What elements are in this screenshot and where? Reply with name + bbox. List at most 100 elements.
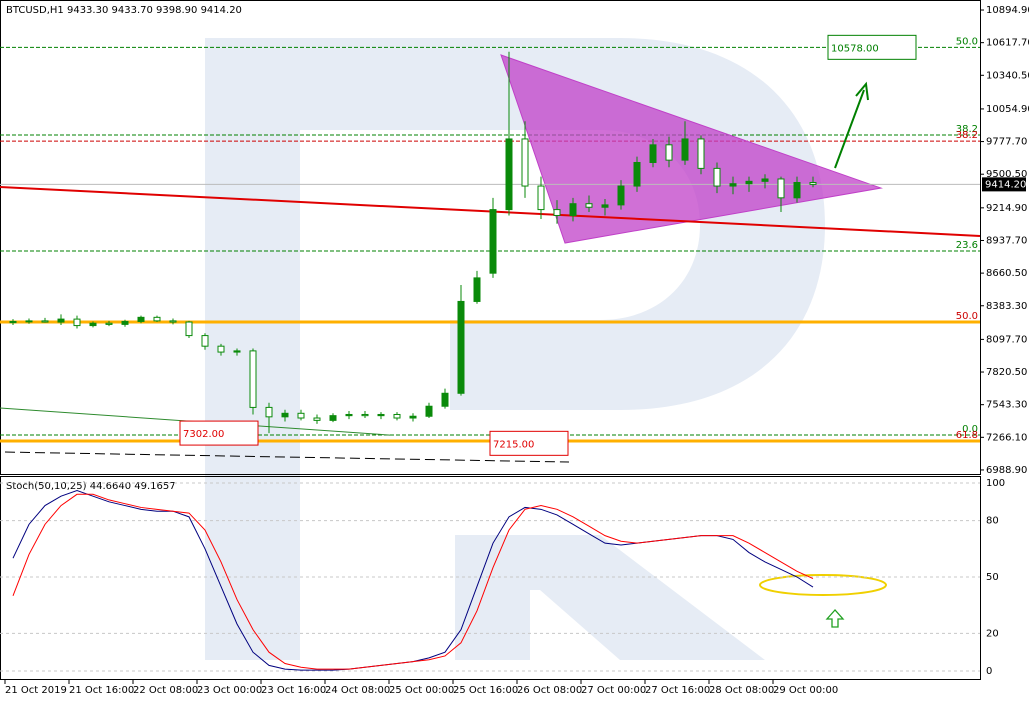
x-tick-label: 24 Oct 08:00 [325,685,390,696]
candle-body [505,138,513,211]
x-tick-label: 23 Oct 00:00 [197,685,262,696]
trendline [4,451,570,463]
annotation-label: 10578.00 [831,43,879,54]
candle-body [553,209,561,216]
level-label: 0.0 [962,424,978,435]
stoch-tick-label: 20 [986,628,999,639]
level-label: 50.0 [956,36,978,47]
watermark-leg [455,535,765,660]
candle-body [793,182,801,199]
candle-body [409,415,417,419]
level-label: 38.2 [956,124,978,135]
candle-body [697,138,705,169]
candle-body [473,277,481,302]
stoch-ellipse [759,574,887,596]
price-label-box [982,177,1026,192]
candle-body [745,180,753,185]
y-tick-label: 8097.70 [986,334,1027,345]
candle-body [761,178,769,182]
y-tick-label: 10340.50 [986,70,1029,81]
candle-body [665,144,673,161]
annotation: 10578.00 [827,34,917,60]
candle-body [617,185,625,206]
candle-body [425,405,433,417]
candle-body [809,182,817,185]
candle-body [585,203,593,208]
x-tick-label: 22 Oct 08:00 [133,685,198,696]
candle-body [281,412,289,418]
stoch-tick-label: 50 [986,572,999,583]
candle-body [633,161,641,187]
y-tick-label: 10894.90 [986,5,1029,16]
x-tick-label: 21 Oct 2019 [5,685,67,696]
candle-body [713,167,721,187]
candle-body [153,316,161,322]
stoch-panel [0,476,981,680]
candle-body [25,320,33,323]
candle-body [777,178,785,199]
stoch-line [12,493,814,670]
candle-body [89,322,97,327]
candle-body [313,417,321,421]
candle-body [169,320,177,323]
x-tick-label: 27 Oct 00:00 [581,685,646,696]
annotation-label: 7302.00 [183,429,224,440]
up-arrow [825,609,845,628]
candle-body [729,183,737,187]
candle-body [681,138,689,161]
y-tick-label: 10617.70 [986,38,1029,49]
x-tick-label: 29 Oct 00:00 [773,685,838,696]
candle-body [649,144,657,163]
watermark [205,38,825,660]
chart-title: BTCUSD,H1 9433.30 9433.70 9398.90 9414.2… [6,5,242,16]
level-label: 61.8 [956,430,978,441]
y-tick-label: 7543.30 [986,400,1027,411]
y-tick-label: 10054.90 [986,104,1029,115]
candle-body [393,413,401,419]
candle-body [57,318,65,323]
candle-body [601,204,609,208]
y-tick-label: 8383.30 [986,301,1027,312]
candle-body [521,138,529,187]
x-tick-label: 25 Oct 16:00 [453,685,518,696]
annotation: 7215.00 [489,430,569,456]
candle-body [329,415,337,421]
stoch-tick-label: 100 [986,478,1005,489]
x-tick-label: 28 Oct 08:00 [709,685,774,696]
level-label: 50.0 [956,311,978,322]
main-panel [0,0,981,475]
annotation: 7302.00 [179,420,259,446]
price-label: 9414.20 [985,179,1026,190]
candle-body [569,203,577,216]
annotation-box [179,420,259,446]
candle-body [265,406,273,418]
annotation-box [489,430,569,456]
level-label: 23.6 [956,240,978,251]
y-tick-label: 9214.90 [986,203,1027,214]
y-tick-label: 9777.70 [986,137,1027,148]
candle-body [217,345,225,353]
x-tick-label: 27 Oct 16:00 [645,685,710,696]
candle-body [137,316,145,322]
target-arrow [834,81,869,169]
y-tick-label: 8660.50 [986,268,1027,279]
candle-body [297,412,305,419]
y-tick-label: 7266.10 [986,432,1027,443]
stoch-title: Stoch(50,10,25) 44.6640 49.1657 [6,481,176,492]
y-tick-label: 9500.50 [986,169,1027,180]
annotation-label: 7215.00 [493,439,534,450]
candle-body [105,322,113,325]
candle-body [73,318,81,327]
stoch-tick-label: 0 [986,666,992,677]
candle-body [201,335,209,347]
candle-body [345,413,353,417]
candle-body [41,320,49,323]
candle-body [9,320,17,324]
candle-body [441,392,449,407]
candle-body [457,300,465,394]
x-tick-label: 23 Oct 16:00 [261,685,326,696]
candle-body [537,185,545,211]
level-label: 38.2 [956,130,978,141]
